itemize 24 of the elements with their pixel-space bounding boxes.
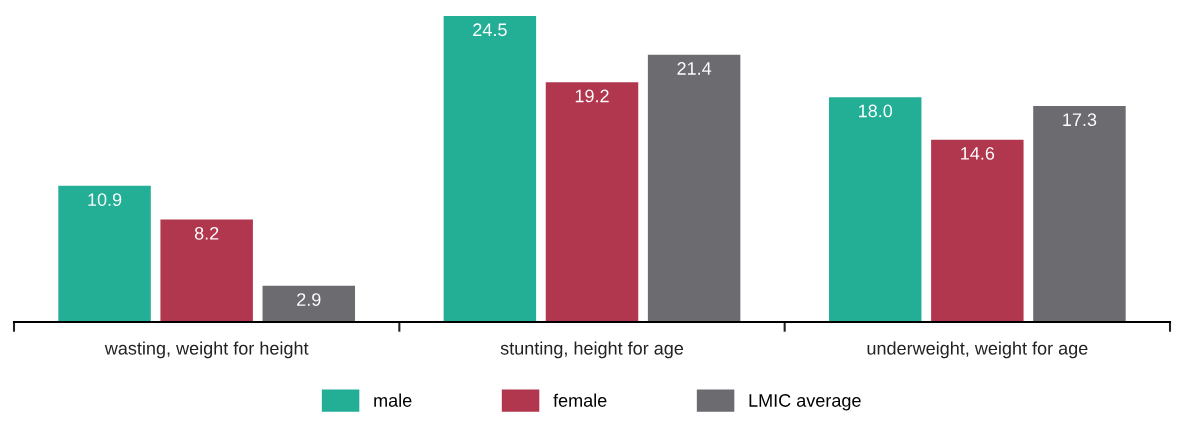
data-label: 18.0 (859, 104, 893, 118)
bar (545, 82, 639, 322)
bar (443, 16, 537, 322)
bar (1033, 105, 1126, 322)
data-label: 19.2 (575, 89, 609, 103)
x-tick-label: underweight, weight for age (867, 341, 1088, 359)
bar (262, 285, 356, 322)
bar (828, 97, 922, 322)
bar (58, 185, 151, 322)
x-tick-label: wasting, weight for height (104, 341, 309, 359)
legend-label: female (553, 393, 607, 407)
data-label: 17.3 (1063, 113, 1097, 127)
x-tick-label: stunting, height for age (500, 341, 684, 359)
data-label: 8.2 (194, 226, 219, 240)
data-label: 24.5 (473, 23, 507, 37)
legend-label: male (374, 393, 412, 407)
bar (931, 139, 1024, 322)
bar (647, 54, 741, 322)
data-label: 10.9 (88, 193, 122, 206)
data-label: 14.6 (961, 147, 995, 160)
legend-label: LMIC average (749, 394, 861, 411)
bar (160, 219, 253, 322)
data-label: 2.9 (297, 293, 321, 306)
data-label: 21.4 (677, 62, 712, 75)
